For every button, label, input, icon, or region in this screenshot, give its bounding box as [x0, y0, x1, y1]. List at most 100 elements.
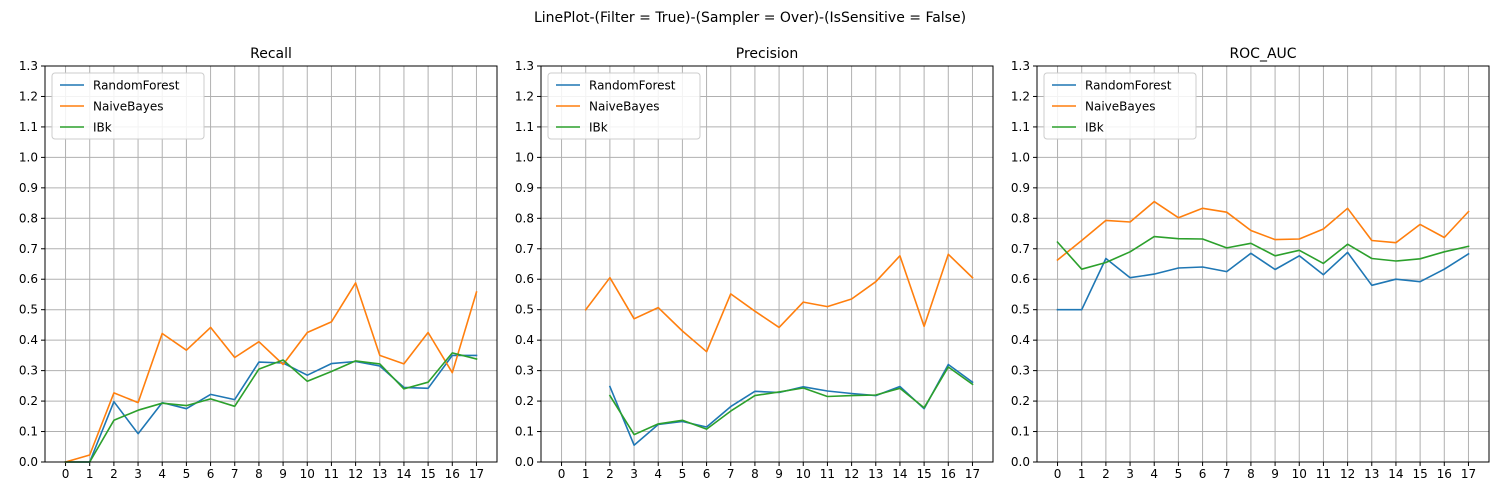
y-tick-label: 1.1 — [515, 120, 534, 134]
series-line-ibk — [64, 352, 478, 463]
x-tick-label: 7 — [231, 467, 239, 481]
legend-box — [547, 72, 701, 140]
x-tick-label: 8 — [751, 467, 759, 481]
y-tick-label: 0.0 — [515, 455, 534, 469]
y-tick-label: 0.8 — [515, 211, 534, 225]
axes-frame — [44, 65, 498, 463]
x-tick-label: 0 — [62, 467, 70, 481]
x-tick-label: 16 — [941, 467, 956, 481]
x-tick-label: 10 — [300, 467, 315, 481]
y-tick-label: 0.0 — [1011, 455, 1030, 469]
x-tick-label: 2 — [1102, 467, 1110, 481]
x-tick-label: 12 — [844, 467, 859, 481]
x-tick-label: 1 — [582, 467, 590, 481]
y-tick-label: 1.0 — [515, 150, 534, 164]
x-tick-label: 7 — [727, 467, 735, 481]
x-tick-label: 16 — [445, 467, 460, 481]
x-tick-label: 17 — [469, 467, 484, 481]
y-tick-label: 0.4 — [19, 333, 38, 347]
y-tick-label: 0.8 — [1011, 211, 1030, 225]
x-tick-label: 0 — [558, 467, 566, 481]
legend-label: IBk — [589, 121, 608, 135]
x-tick-label: 4 — [654, 467, 662, 481]
x-tick-label: 11 — [820, 467, 835, 481]
y-tick-label: 0.5 — [19, 303, 38, 317]
legend-label: NaiveBayes — [93, 100, 163, 114]
x-tick-label: 4 — [158, 467, 166, 481]
y-tick-label: 1.3 — [1011, 59, 1030, 73]
legend-label: RandomForest — [93, 79, 180, 93]
x-tick-label: 15 — [420, 467, 435, 481]
x-tick-label: 13 — [1364, 467, 1379, 481]
x-tick-label: 0 — [1054, 467, 1062, 481]
legend-label: RandomForest — [589, 79, 676, 93]
x-tick-label: 3 — [134, 467, 142, 481]
x-tick-label: 14 — [1388, 467, 1403, 481]
x-tick-label: 6 — [1199, 467, 1207, 481]
y-tick-label: 0.1 — [515, 425, 534, 439]
y-tick-label: 1.2 — [515, 89, 534, 103]
x-tick-label: 17 — [965, 467, 980, 481]
x-tick-label: 15 — [1412, 467, 1427, 481]
x-tick-label: 16 — [1437, 467, 1452, 481]
figure-suptitle: LinePlot-(Filter = True)-(Sampler = Over… — [534, 10, 966, 26]
x-tick-label: 1 — [86, 467, 94, 481]
x-tick-label: 9 — [279, 467, 287, 481]
x-tick-label: 12 — [348, 467, 363, 481]
y-tick-label: 0.2 — [19, 394, 38, 408]
series-line-randomforest — [1056, 251, 1470, 311]
y-tick-label: 0.5 — [1011, 303, 1030, 317]
series-line-randomforest — [64, 354, 478, 463]
y-tick-label: 0.9 — [19, 181, 38, 195]
series-line-naivebayes — [64, 282, 478, 463]
x-tick-label: 1 — [1078, 467, 1086, 481]
y-tick-label: 0.4 — [515, 333, 534, 347]
y-tick-label: 0.3 — [1011, 364, 1030, 378]
x-tick-label: 9 — [775, 467, 783, 481]
x-tick-label: 5 — [183, 467, 191, 481]
y-tick-label: 0.4 — [1011, 333, 1030, 347]
y-tick-label: 1.0 — [1011, 150, 1030, 164]
x-tick-label: 14 — [396, 467, 411, 481]
y-tick-label: 1.2 — [19, 89, 38, 103]
legend-box — [1043, 72, 1197, 140]
x-tick-label: 13 — [372, 467, 387, 481]
x-tick-label: 10 — [796, 467, 811, 481]
y-tick-label: 0.9 — [515, 181, 534, 195]
y-tick-label: 1.0 — [19, 150, 38, 164]
y-tick-label: 0.6 — [515, 272, 534, 286]
x-tick-label: 8 — [255, 467, 263, 481]
x-tick-label: 17 — [1461, 467, 1476, 481]
axes-frame — [540, 65, 994, 463]
y-tick-label: 1.3 — [19, 59, 38, 73]
chart-title: ROC_AUC — [1229, 46, 1296, 62]
y-tick-label: 0.6 — [1011, 272, 1030, 286]
x-tick-label: 7 — [1223, 467, 1231, 481]
y-tick-label: 0.5 — [515, 303, 534, 317]
x-tick-label: 6 — [207, 467, 215, 481]
y-tick-label: 0.8 — [19, 211, 38, 225]
y-tick-label: 0.7 — [1011, 242, 1030, 256]
x-tick-label: 11 — [1316, 467, 1331, 481]
x-tick-label: 8 — [1247, 467, 1255, 481]
chart-title: Precision — [736, 46, 798, 62]
y-tick-label: 1.2 — [1011, 89, 1030, 103]
x-tick-label: 3 — [1126, 467, 1134, 481]
x-tick-label: 4 — [1150, 467, 1158, 481]
x-tick-label: 5 — [1175, 467, 1183, 481]
axes-frame — [1036, 65, 1490, 463]
y-tick-label: 0.0 — [19, 455, 38, 469]
series-line-randomforest — [608, 363, 974, 446]
y-tick-label: 1.1 — [1011, 120, 1030, 134]
y-tick-label: 1.3 — [515, 59, 534, 73]
chart-title: Recall — [250, 46, 292, 62]
y-tick-label: 0.9 — [1011, 181, 1030, 195]
x-tick-label: 10 — [1292, 467, 1307, 481]
x-tick-label: 6 — [703, 467, 711, 481]
series-line-naivebayes — [584, 253, 974, 353]
y-tick-label: 0.6 — [19, 272, 38, 286]
